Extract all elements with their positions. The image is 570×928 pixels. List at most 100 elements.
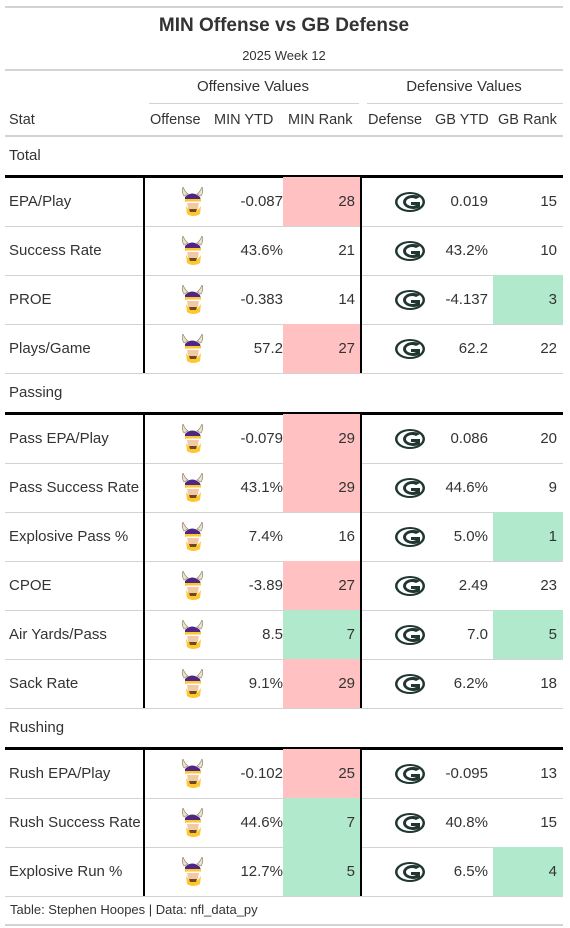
- col-header-defense: Defense: [368, 112, 423, 128]
- stat-name: Pass EPA/Play: [9, 430, 109, 447]
- column-divider: [143, 413, 145, 708]
- vikings-logo-icon: [177, 275, 209, 324]
- stat-name: Pass Success Rate: [9, 479, 140, 496]
- min-ytd-value: 7.4%: [248, 528, 283, 545]
- bottom-border: [5, 924, 563, 926]
- min-rank-value: 28: [283, 177, 361, 226]
- header-divider: [5, 135, 563, 137]
- table-row: Pass Success Rate 43.1% 29 44.6% 9: [5, 463, 563, 512]
- packers-logo-icon: [392, 463, 428, 512]
- stat-name: Explosive Run %: [9, 863, 123, 880]
- min-ytd-value: -0.383: [240, 291, 283, 308]
- vikings-logo-icon: [177, 749, 209, 798]
- group-top-rule: [5, 175, 563, 178]
- min-ytd-value: -3.89: [248, 577, 283, 594]
- gb-ytd-value: 5.0%: [453, 528, 488, 545]
- row-divider: [5, 896, 563, 897]
- vikings-logo-icon: [177, 414, 209, 463]
- gb-ytd-value: 40.8%: [445, 814, 488, 831]
- column-divider: [360, 176, 362, 373]
- stat-name: CPOE: [9, 577, 52, 594]
- stat-name: EPA/Play: [9, 193, 72, 210]
- packers-logo-icon: [392, 414, 428, 463]
- column-divider: [143, 748, 145, 896]
- table-row: Success Rate 43.6% 21 43.2% 10: [5, 226, 563, 275]
- table-row: PROE -0.383 14 -4.137 3: [5, 275, 563, 324]
- gb-ytd-value: -4.137: [445, 291, 488, 308]
- min-ytd-value: 43.1%: [240, 479, 283, 496]
- table-row: Plays/Game 57.2 27 62.2 22: [5, 324, 563, 373]
- row-divider: [5, 275, 563, 276]
- min-rank-value: 25: [283, 749, 361, 798]
- vikings-logo-icon: [177, 226, 209, 275]
- stat-name: Sack Rate: [9, 675, 79, 692]
- min-rank-value: 14: [338, 291, 355, 308]
- gb-ytd-value: 43.2%: [445, 242, 488, 259]
- vikings-logo-icon: [177, 610, 209, 659]
- min-rank-value: 7: [283, 610, 361, 659]
- gb-rank-value: 20: [540, 430, 557, 447]
- min-rank-value: 27: [283, 324, 361, 373]
- column-divider: [360, 748, 362, 896]
- packers-logo-icon: [392, 798, 428, 847]
- packers-logo-icon: [392, 226, 428, 275]
- row-divider: [5, 512, 563, 513]
- table-row: Rush Success Rate 44.6% 7 40.8% 15: [5, 798, 563, 847]
- gb-rank-value: 5: [493, 610, 563, 659]
- packers-logo-icon: [392, 275, 428, 324]
- gb-rank-value: 15: [540, 814, 557, 831]
- gb-rank-value: 3: [493, 275, 563, 324]
- gb-rank-value: 15: [540, 193, 557, 210]
- min-ytd-value: 43.6%: [240, 242, 283, 259]
- packers-logo-icon: [392, 610, 428, 659]
- min-ytd-value: -0.079: [240, 430, 283, 447]
- gb-ytd-value: 44.6%: [445, 479, 488, 496]
- gb-ytd-value: 6.2%: [453, 675, 488, 692]
- min-ytd-value: 57.2: [253, 340, 283, 357]
- packers-logo-icon: [392, 177, 428, 226]
- spanner-offensive: Offensive Values: [196, 78, 309, 95]
- vikings-logo-icon: [177, 847, 209, 896]
- min-ytd-value: 8.5: [262, 626, 283, 643]
- gb-rank-value: 9: [548, 479, 557, 496]
- group-label: Rushing: [9, 719, 65, 736]
- packers-logo-icon: [392, 324, 428, 373]
- table-subtitle: 2025 Week 12: [242, 48, 326, 63]
- vikings-logo-icon: [177, 512, 209, 561]
- table-row: CPOE -3.89 27 2.49 23: [5, 561, 563, 610]
- stat-name: Rush Success Rate: [9, 814, 141, 831]
- min-rank-value: 7: [283, 798, 361, 847]
- stat-name: PROE: [9, 291, 52, 308]
- table-footer: Table: Stephen Hoopes | Data: nfl_data_p…: [10, 902, 258, 917]
- table-row: Explosive Pass % 7.4% 16 5.0% 1: [5, 512, 563, 561]
- table-row: Explosive Run % 12.7% 5 6.5% 4: [5, 847, 563, 896]
- gb-ytd-value: 62.2: [458, 340, 488, 357]
- vikings-logo-icon: [177, 463, 209, 512]
- row-divider: [5, 373, 563, 374]
- vikings-logo-icon: [177, 798, 209, 847]
- gb-rank-value: 4: [493, 847, 563, 896]
- min-ytd-value: 12.7%: [240, 863, 283, 880]
- spanner-offensive-line: [149, 103, 359, 104]
- gb-rank-value: 13: [540, 765, 557, 782]
- min-ytd-value: 9.1%: [248, 675, 283, 692]
- row-divider: [5, 708, 563, 709]
- gb-ytd-value: 6.5%: [453, 863, 488, 880]
- col-header-stat: Stat: [9, 112, 35, 128]
- table-row: Air Yards/Pass 8.5 7 7.0 5: [5, 610, 563, 659]
- min-rank-value: 29: [283, 659, 361, 708]
- gb-ytd-value: -0.095: [445, 765, 488, 782]
- packers-logo-icon: [392, 561, 428, 610]
- min-ytd-value: -0.102: [240, 765, 283, 782]
- col-header-min-rank: MIN Rank: [288, 112, 353, 128]
- vikings-logo-icon: [177, 324, 209, 373]
- col-header-offense: Offense: [150, 112, 201, 128]
- min-ytd-value: -0.087: [240, 193, 283, 210]
- group-top-rule: [5, 412, 563, 415]
- gb-rank-value: 22: [540, 340, 557, 357]
- col-header-gb-rank: GB Rank: [498, 112, 557, 128]
- gb-rank-value: 10: [540, 242, 557, 259]
- vikings-logo-icon: [177, 561, 209, 610]
- column-divider: [143, 176, 145, 373]
- gb-ytd-value: 0.086: [450, 430, 488, 447]
